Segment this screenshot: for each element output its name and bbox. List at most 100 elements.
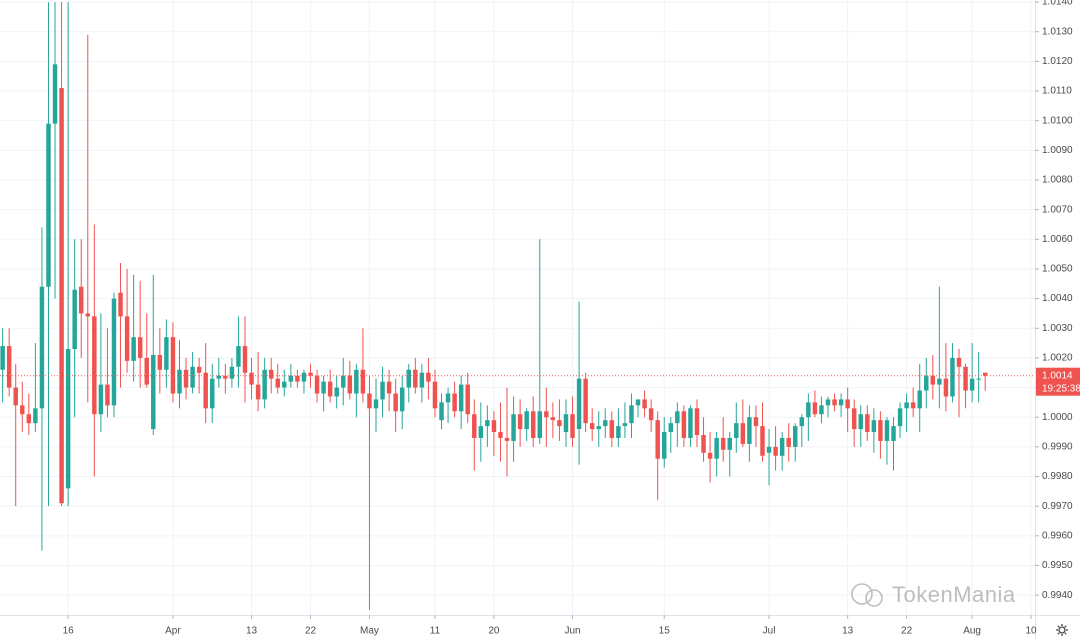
candle-body — [596, 426, 601, 430]
candle-body — [360, 369, 366, 394]
candle-body — [589, 423, 595, 430]
candle-body — [897, 408, 903, 427]
candle-body — [282, 381, 287, 388]
candle-body — [924, 375, 929, 391]
candle-body — [399, 387, 405, 412]
candle-body — [413, 369, 418, 388]
candle-body — [858, 414, 863, 430]
candle-body — [583, 378, 588, 424]
last-price-badge — [1036, 367, 1080, 396]
candle-body — [308, 372, 313, 376]
y-tick-label: 1.0100 — [1042, 115, 1073, 126]
candle-body — [530, 411, 536, 438]
candle-body — [46, 123, 51, 287]
x-tick-label: 22 — [901, 626, 913, 637]
y-tick-label: 1.0090 — [1042, 145, 1073, 156]
candle-body — [910, 402, 916, 409]
x-tick-label: 15 — [659, 626, 671, 637]
x-tick-label: 10 — [1026, 626, 1038, 637]
candle-body — [183, 369, 189, 388]
candle-body — [511, 414, 516, 441]
candle-body — [851, 408, 857, 430]
y-tick-label: 0.9950 — [1042, 560, 1073, 571]
y-tick-label: 1.0120 — [1042, 56, 1073, 67]
candle-body — [969, 378, 975, 391]
candle-body — [131, 337, 136, 361]
candle-body — [157, 354, 163, 370]
candle-body — [655, 420, 660, 459]
watermark-icon — [865, 589, 883, 607]
candle-body — [262, 369, 267, 400]
y-tick-label: 1.0030 — [1042, 323, 1073, 334]
candle-body — [701, 435, 706, 453]
y-tick-label: 1.0140 — [1042, 0, 1073, 8]
candle-body — [275, 378, 280, 388]
candle-body — [982, 372, 988, 376]
candle-body — [668, 423, 674, 433]
y-tick-label: 1.0130 — [1042, 26, 1073, 37]
candle-body — [956, 357, 962, 367]
candle-body — [891, 426, 896, 441]
candle-body — [124, 316, 130, 361]
plot-area — [0, 2, 1035, 610]
candle-body — [544, 411, 549, 418]
x-tick-label: 13 — [842, 626, 854, 637]
candle-body — [196, 366, 202, 373]
candle-body — [832, 399, 837, 406]
y-tick-label: 1.0050 — [1042, 264, 1073, 275]
x-tick-label: 16 — [63, 626, 75, 637]
candle-body — [118, 292, 123, 317]
candle-body — [432, 381, 438, 409]
x-tick-label: 13 — [246, 626, 258, 637]
candle-body — [648, 408, 654, 421]
y-tick-label: 1.0040 — [1042, 293, 1073, 304]
candle-body — [603, 420, 608, 427]
candle-body — [550, 417, 556, 421]
candle-body — [517, 414, 523, 430]
candle-body — [472, 414, 477, 438]
candle-body — [341, 375, 346, 388]
candle-body — [838, 399, 844, 406]
candle-body — [255, 384, 261, 400]
candle-body — [747, 417, 752, 444]
candle-body — [373, 399, 379, 409]
candle-body — [976, 378, 981, 380]
candle-body — [563, 414, 569, 433]
candle-body — [20, 405, 25, 415]
candle-body — [249, 372, 254, 385]
candle-body — [144, 357, 149, 385]
candle-body — [635, 399, 641, 406]
candle-body — [694, 408, 700, 436]
candle-body — [799, 417, 805, 427]
candle-body — [950, 357, 955, 397]
y-tick-label: 0.9970 — [1042, 501, 1073, 512]
candle-body — [943, 378, 949, 397]
countdown-label: 19:25:38 — [1042, 383, 1080, 394]
settings-icon[interactable] — [1056, 624, 1068, 636]
candle-body — [760, 426, 765, 456]
candle-body — [6, 346, 12, 388]
candle-body — [740, 423, 746, 444]
candle-body — [786, 437, 791, 447]
candle-body — [825, 399, 831, 406]
candle-body — [65, 349, 71, 489]
candle-body — [79, 286, 84, 314]
candle-body — [452, 393, 457, 412]
candle-body — [26, 414, 32, 424]
candle-body — [380, 381, 385, 400]
candle-body — [72, 289, 77, 350]
candle-body — [367, 393, 372, 409]
candle-body — [917, 390, 922, 409]
candle-body — [236, 346, 241, 367]
candle-body — [210, 378, 215, 409]
candle-body — [111, 298, 117, 406]
candle-body — [386, 381, 392, 394]
candle-body — [622, 423, 628, 427]
candle-body — [930, 375, 936, 385]
candle-body — [904, 402, 909, 409]
candle-body — [92, 316, 97, 415]
candle-body — [963, 366, 968, 391]
candle-body — [105, 384, 110, 406]
candle-body — [151, 354, 156, 430]
